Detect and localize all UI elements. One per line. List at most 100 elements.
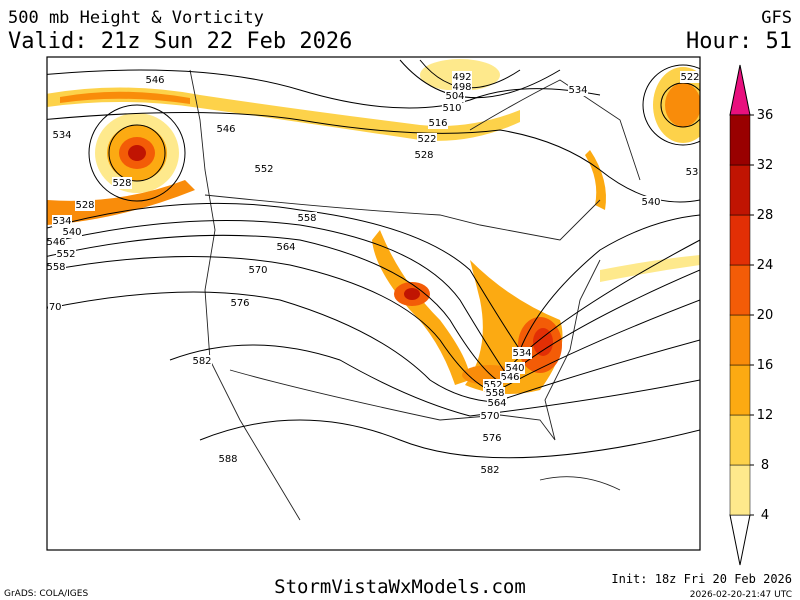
contour-label: 534 (568, 85, 587, 96)
contour-label-bg (568, 84, 588, 96)
contour-label: 534 (52, 216, 71, 227)
contour-label-bg (145, 74, 165, 86)
map: 5465345285285345405465525585705465525585… (42, 56, 701, 551)
contour-label: 546 (145, 75, 164, 86)
colorbar-band (729, 214, 751, 266)
contour-label: 528 (112, 178, 131, 189)
software-credit: GrADS: COLA/IGES (4, 589, 88, 599)
contour-label-bg (218, 453, 238, 465)
contour-labels: 5465345285285345405465525585705465525585… (42, 71, 700, 476)
contour-label: 546 (500, 372, 519, 383)
contour-label: 540 (62, 227, 81, 238)
coastlines-borders (189, 69, 641, 521)
contour-label-bg (216, 123, 236, 135)
site-name: StormVistaWxModels.com (274, 576, 526, 598)
forecast-hour: Hour: 51 (686, 29, 792, 54)
contour-label-bg (414, 149, 434, 161)
contour-label-bg (297, 212, 317, 224)
contour-label-bg (682, 166, 700, 178)
contour-label: 522 (417, 134, 436, 145)
colorbar-band (729, 464, 751, 516)
contour-label: 552 (254, 164, 273, 175)
contour-label: 53 (686, 167, 699, 178)
contour-label-bg (485, 387, 505, 399)
contour-label: 564 (487, 398, 506, 409)
model: GFS (761, 8, 792, 28)
contour-label: 504 (445, 91, 464, 102)
contour-label-bg (480, 464, 500, 476)
contour-label: 534 (52, 130, 71, 141)
contour-label: 540 (505, 363, 524, 374)
colorbar-tick-label: 4 (761, 508, 769, 523)
contour-label: 576 (230, 298, 249, 309)
contour-label-bg (52, 215, 72, 227)
colorbar: 4 8 12 16 20 24 28 32 36 (729, 64, 774, 566)
contour-label: 564 (276, 242, 295, 253)
vorticity-shading (47, 59, 700, 394)
contour-label: 528 (75, 200, 94, 211)
map-frame (46, 56, 701, 551)
contour-label-bg (480, 410, 500, 422)
contour-label: 522 (680, 72, 699, 83)
contour-label: 546 (216, 124, 235, 135)
contour-label: 570 (248, 265, 267, 276)
contour-label-bg (428, 117, 448, 129)
contour-label: 528 (414, 150, 433, 161)
contour-label: 570 (480, 411, 499, 422)
colorbar-band (729, 114, 751, 166)
contour-label-bg (500, 371, 520, 383)
colorbar-tick-label: 8 (761, 458, 769, 473)
contour-label: 570 (42, 302, 61, 313)
colorbar-tick-label: 28 (757, 208, 774, 223)
contour-label-bg (641, 196, 661, 208)
contour-label-bg (56, 248, 76, 260)
colorbar-band (729, 264, 751, 316)
contour-label-bg (75, 199, 95, 211)
contour-label-bg (192, 355, 212, 367)
colorbar-band (729, 314, 751, 366)
contour-label: 540 (641, 197, 660, 208)
contour-label-bg (512, 347, 532, 359)
timestamp: 2026-02-20-21:47 UTC (690, 590, 792, 600)
init-time: Init: 18z Fri 20 Feb 2026 (611, 572, 792, 586)
contour-label-bg (452, 71, 472, 83)
contour-label-bg (47, 261, 66, 273)
colorbar-band (729, 164, 751, 216)
contour-label-bg (445, 90, 465, 102)
colorbar-tick-label: 12 (757, 408, 774, 423)
colorbar-tick-label: 20 (757, 308, 774, 323)
contour-label: 576 (482, 433, 501, 444)
contour-label: 552 (56, 249, 75, 260)
contour-label-bg (248, 264, 268, 276)
contour-label-bg (52, 129, 72, 141)
contour-label: 498 (452, 82, 471, 93)
contour-label-bg (47, 236, 66, 248)
contour-label-bg (112, 177, 132, 189)
colorbar-tick-label: 32 (757, 158, 774, 173)
contour-label-bg (482, 432, 502, 444)
title: 500 mb Height & Vorticity (8, 8, 264, 28)
contour-label: 558 (297, 213, 316, 224)
colorbar-tick-label: 36 (757, 108, 774, 123)
contour-label: 558 (485, 388, 504, 399)
contour-label: 510 (442, 103, 461, 114)
contour-label: 582 (480, 465, 499, 476)
contour-label-bg (254, 163, 274, 175)
contour-label-bg (276, 241, 296, 253)
contour-label-bg (417, 133, 437, 145)
contour-label-bg (62, 226, 82, 238)
contour-label: 588 (218, 454, 237, 465)
contour-label: 558 (46, 262, 65, 273)
colorbar-band (729, 414, 751, 466)
contour-label: 516 (428, 118, 447, 129)
contour-label: 534 (512, 348, 531, 359)
contour-label: 492 (452, 72, 471, 83)
colorbar-tick-label: 24 (757, 258, 774, 273)
colorbar-tick-label: 16 (757, 358, 774, 373)
contour-label-bg (230, 297, 250, 309)
valid-time: Valid: 21z Sun 22 Feb 2026 (8, 29, 352, 54)
colorbar-band (729, 364, 751, 416)
contour-label: 582 (192, 356, 211, 367)
contour-label: 546 (46, 237, 65, 248)
